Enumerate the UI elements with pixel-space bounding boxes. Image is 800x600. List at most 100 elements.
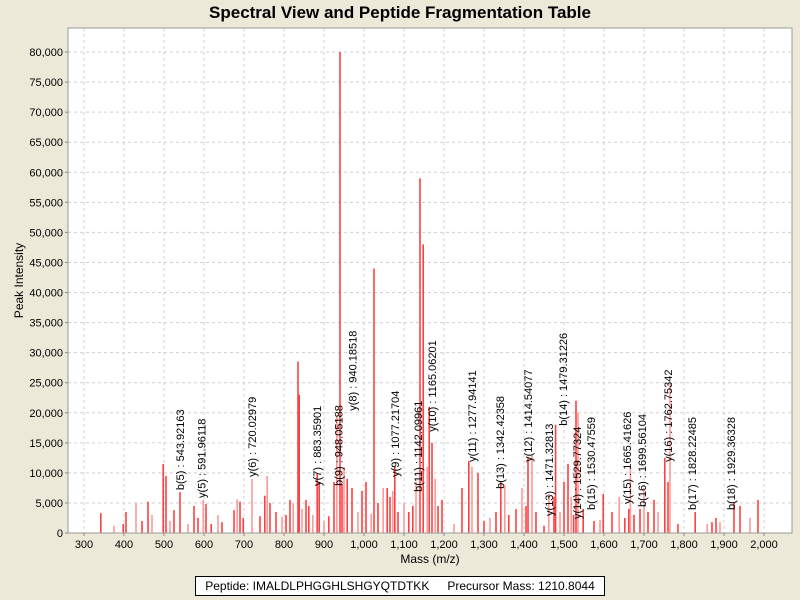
peak-bar	[275, 511, 277, 533]
peak-bar	[328, 516, 330, 533]
y-tick-label: 35,000	[29, 318, 63, 330]
peak-bar	[187, 523, 189, 533]
peak-bar	[434, 478, 436, 533]
legend-precursor-mass: Precursor Mass: 1210.8044	[447, 579, 595, 593]
peak-bar	[437, 505, 439, 533]
x-tick-label: 1,600	[590, 539, 618, 551]
x-tick-label: 600	[195, 539, 213, 551]
peak-bar	[669, 382, 671, 533]
peak-bar	[343, 466, 345, 533]
fragment-annotation: y(12) : 1414.54077	[523, 370, 535, 462]
x-tick-label: 800	[275, 539, 293, 551]
peak-bar	[233, 510, 235, 533]
peak-bar	[500, 481, 502, 533]
peak-bar	[147, 501, 149, 533]
peak-bar	[489, 517, 491, 533]
peak-bar	[553, 496, 555, 533]
fragment-annotation: b(14) : 1479.31226	[558, 333, 570, 426]
plot-border	[67, 27, 793, 534]
peak-bar	[543, 525, 545, 533]
x-tick-label: 1,000	[350, 539, 378, 551]
peak-bar	[382, 487, 384, 533]
peak-bar	[169, 520, 171, 533]
peak-bar	[504, 484, 506, 533]
peak-bar	[647, 511, 649, 533]
peak-bar	[531, 454, 533, 533]
peak-bar	[141, 520, 143, 533]
peak-bar	[323, 520, 325, 533]
peak-bar	[657, 511, 659, 533]
peak-bar	[197, 517, 199, 533]
peak-bar	[341, 484, 343, 533]
y-axis-label: Peak Intensity	[12, 243, 26, 318]
fragment-annotation: b(16) : 1699.56104	[637, 414, 649, 507]
peak-bar	[468, 460, 470, 533]
peak-bar	[318, 481, 320, 533]
x-tick-label: 900	[315, 539, 333, 551]
peak-bar	[361, 490, 363, 533]
peak-bar	[251, 478, 253, 533]
y-tick-label: 10,000	[29, 468, 63, 480]
peak-bar	[298, 394, 300, 533]
peak-bar	[297, 361, 299, 533]
peak-bar	[351, 487, 353, 533]
peak-bar	[397, 511, 399, 533]
peak-bar	[639, 508, 641, 533]
peak-bar	[477, 472, 479, 533]
peak-bar	[415, 481, 417, 533]
peak-bar	[135, 502, 137, 533]
peak-bar	[412, 505, 414, 533]
peak-bar	[624, 517, 626, 533]
peak-bar	[392, 490, 394, 533]
peak-bar	[312, 514, 314, 533]
peak-bar	[285, 514, 287, 533]
peak-bar	[570, 496, 572, 533]
peak-bar	[521, 487, 523, 533]
peak-bar	[202, 499, 204, 533]
peak-bar	[653, 499, 655, 533]
y-tick-label: 20,000	[29, 408, 63, 420]
x-tick-label: 1,900	[710, 539, 738, 551]
peak-bar	[242, 517, 244, 533]
x-tick-label: 400	[115, 539, 133, 551]
x-tick-label: 1,500	[550, 539, 578, 551]
peak-bar	[165, 475, 167, 533]
peak-bar	[281, 516, 283, 533]
peak-bar	[593, 520, 595, 533]
peak-bar	[599, 519, 601, 533]
peak-bar	[525, 505, 527, 533]
peak-bar	[305, 499, 307, 533]
peak-bar	[719, 522, 721, 533]
x-tick-label: 700	[235, 539, 253, 551]
peak-bar	[515, 508, 517, 533]
peak-bar	[739, 505, 741, 533]
chart-title: Spectral View and Peptide Fragmentation …	[209, 3, 591, 22]
peak-bar	[269, 502, 271, 533]
fragment-annotation: b(5) : 543.92163	[175, 409, 187, 490]
peak-bar	[239, 501, 241, 533]
peak-bar	[122, 523, 124, 533]
peak-bar	[210, 523, 212, 533]
fragment-annotation: y(16) : 1762.75342	[663, 370, 675, 462]
peak-bar	[711, 522, 713, 533]
peak-bar	[125, 511, 127, 533]
fragment-annotation: y(8) : 940.18518	[347, 331, 359, 411]
peak-bar	[236, 499, 238, 533]
peak-bar	[643, 487, 645, 533]
fragment-annotation: y(7) : 883.35901	[312, 406, 324, 486]
peak-bar	[667, 481, 669, 533]
peak-bar	[694, 511, 696, 533]
peak-bar	[386, 487, 388, 533]
y-tick-label: 80,000	[29, 47, 63, 59]
peak-bar	[602, 493, 604, 533]
peak-bar	[113, 525, 115, 533]
peak-bar	[548, 493, 550, 533]
y-tick-label: 60,000	[29, 167, 63, 179]
y-tick-label: 70,000	[29, 107, 63, 119]
peak-bar	[633, 514, 635, 533]
peak-bar	[370, 513, 372, 533]
peak-bar	[289, 499, 291, 533]
legend-peptide: Peptide: IMALDLPHGGHLSHGYQTDTKK	[205, 579, 430, 593]
peak-bar	[757, 499, 759, 533]
fragment-annotation: y(13) : 1471.32813	[544, 424, 556, 516]
